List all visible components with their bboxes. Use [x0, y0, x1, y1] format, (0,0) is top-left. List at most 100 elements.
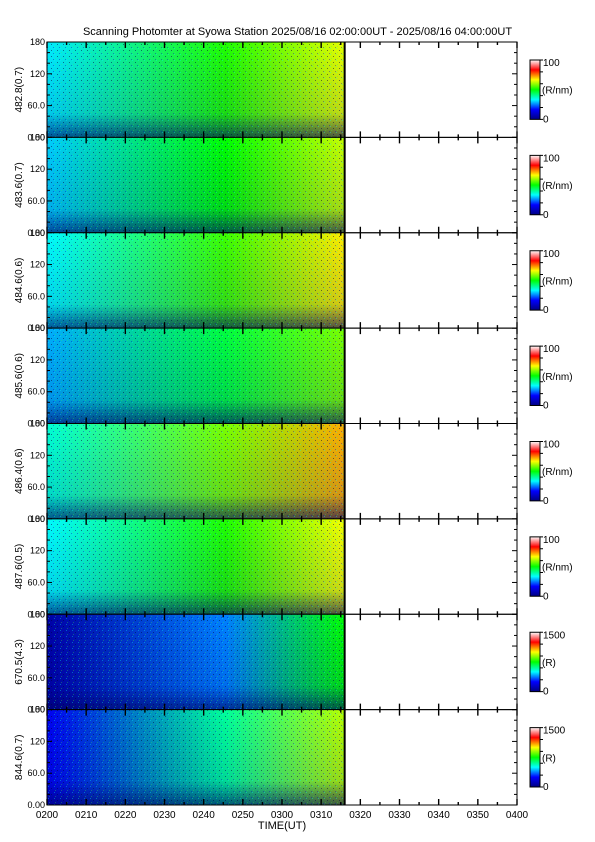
panel-8: 0.00 60.0 120 180 844.6(0.7) 1500 0 (R) [14, 705, 566, 810]
panel-4: 0.00 60.0 120 180 485.6(0.6) 100 0 (R/nm) [14, 323, 573, 428]
colorbar-min-label: 0 [543, 114, 549, 125]
y-tick-label: 120 [30, 641, 45, 651]
panel-ylabel: 844.6(0.7) [14, 735, 25, 781]
panel-1: 0.00 60.0 120 180 482.8(0.7) 100 0 (R/nm) [14, 37, 573, 142]
colorbar [529, 154, 541, 216]
x-tick-label: 0330 [388, 810, 411, 821]
heatmap-noise [47, 518, 345, 615]
colorbar [529, 631, 541, 693]
chart-title: Scanning Photomter at Syowa Station 2025… [82, 26, 513, 38]
x-tick-label: 0310 [310, 810, 333, 821]
y-tick-label: 120 [30, 164, 45, 174]
colorbar-min-label: 0 [543, 401, 549, 412]
colorbar-max-label: 100 [543, 344, 560, 355]
y-tick-label: 0.00 [27, 514, 45, 524]
y-tick-label: 180 [30, 609, 45, 619]
colorbar-max-label: 100 [543, 153, 560, 164]
colorbar-min-label: 0 [543, 305, 549, 316]
heatmap-noise [47, 42, 345, 138]
y-tick-label: 60.0 [27, 673, 45, 683]
y-tick-label: 120 [30, 450, 45, 460]
x-tick-label: 0300 [271, 810, 294, 821]
y-tick-label: 0.00 [27, 323, 45, 333]
colorbar [529, 727, 541, 788]
panel-7: 0.00 60.0 120 180 670.5(4.3) 1500 0 (R) [14, 609, 566, 714]
panel-ylabel: 670.5(4.3) [14, 639, 25, 685]
colorbar-unit-label: (R/nm) [542, 86, 573, 97]
y-tick-label: 60.0 [27, 196, 45, 206]
heatmap-noise [47, 709, 345, 805]
panel-ylabel: 485.6(0.6) [14, 353, 25, 399]
x-tick-label: 0220 [114, 810, 137, 821]
y-tick-label: 120 [30, 69, 45, 79]
y-tick-label: 180 [30, 228, 45, 238]
y-tick-label: 0.00 [27, 228, 45, 238]
colorbar-max-label: 100 [543, 440, 560, 451]
panel-ylabel: 484.6(0.6) [14, 258, 25, 304]
y-tick-label: 0.00 [27, 800, 45, 810]
colorbar [529, 59, 541, 120]
colorbar-max-label: 100 [543, 535, 560, 546]
colorbar-max-label: 1500 [543, 726, 566, 737]
y-tick-label: 0.00 [27, 609, 45, 619]
colorbar-min-label: 0 [543, 496, 549, 507]
colorbar-min-label: 0 [543, 210, 549, 221]
y-tick-label: 180 [30, 419, 45, 429]
colorbar [529, 250, 541, 311]
y-tick-label: 60.0 [27, 768, 45, 778]
colorbar [529, 536, 541, 597]
colorbar-min-label: 0 [543, 782, 549, 793]
y-tick-label: 180 [30, 514, 45, 524]
y-tick-label: 120 [30, 736, 45, 746]
colorbar [529, 441, 541, 502]
y-tick-label: 120 [30, 546, 45, 556]
colorbar-unit-label: (R/nm) [542, 181, 573, 192]
heatmap-noise [47, 232, 345, 329]
y-tick-label: 60.0 [27, 101, 45, 111]
y-tick-label: 120 [30, 260, 45, 270]
y-tick-label: 60.0 [27, 387, 45, 397]
panel-6: 0.00 60.0 120 180 487.6(0.5) 100 0 (R/nm) [14, 514, 573, 619]
panel-ylabel: 483.6(0.7) [14, 162, 25, 208]
x-tick-label: 0340 [428, 810, 451, 821]
x-tick-label: 0250 [232, 810, 255, 821]
y-tick-label: 60.0 [27, 577, 45, 587]
panel-3: 0.00 60.0 120 180 484.6(0.6) 100 0 (R/nm) [14, 228, 573, 333]
y-tick-label: 180 [30, 705, 45, 715]
x-axis-label: TIME(UT) [258, 820, 306, 832]
y-tick-label: 120 [30, 355, 45, 365]
heatmap-noise [47, 614, 345, 710]
panel-5: 0.00 60.0 120 180 486.4(0.6) 100 0 (R/nm) [14, 419, 573, 524]
colorbar-unit-label: (R/nm) [542, 276, 573, 287]
panel-2: 0.00 60.0 120 180 483.6(0.7) 100 0 (R/nm) [14, 132, 573, 237]
x-tick-label: 0210 [75, 810, 98, 821]
x-tick-label: 0230 [153, 810, 176, 821]
colorbar-unit-label: (R/nm) [542, 563, 573, 574]
colorbar-unit-label: (R/nm) [542, 372, 573, 383]
y-tick-label: 0.00 [27, 132, 45, 142]
colorbar-unit-label: (R) [542, 753, 556, 764]
panel-ylabel: 486.4(0.6) [14, 448, 25, 494]
colorbar-max-label: 100 [543, 58, 560, 69]
colorbar-unit-label: (R) [542, 658, 556, 669]
colorbar [529, 345, 541, 406]
x-tick-label: 0400 [506, 810, 529, 821]
colorbar-min-label: 0 [543, 687, 549, 698]
panel-ylabel: 487.6(0.5) [14, 544, 25, 590]
colorbar-min-label: 0 [543, 591, 549, 602]
heatmap-noise [47, 423, 345, 519]
heatmap-noise [47, 137, 345, 233]
x-tick-label: 0240 [193, 810, 216, 821]
y-tick-label: 60.0 [27, 291, 45, 301]
x-tick-label: 0320 [349, 810, 372, 821]
colorbar-max-label: 100 [543, 249, 560, 260]
x-tick-label: 0350 [467, 810, 490, 821]
y-tick-label: 0.00 [27, 705, 45, 715]
colorbar-unit-label: (R/nm) [542, 467, 573, 478]
heatmap-noise [47, 328, 345, 424]
y-tick-label: 180 [30, 132, 45, 142]
colorbar-max-label: 1500 [543, 630, 566, 641]
y-tick-label: 180 [30, 323, 45, 333]
x-tick-label: 0200 [36, 810, 59, 821]
